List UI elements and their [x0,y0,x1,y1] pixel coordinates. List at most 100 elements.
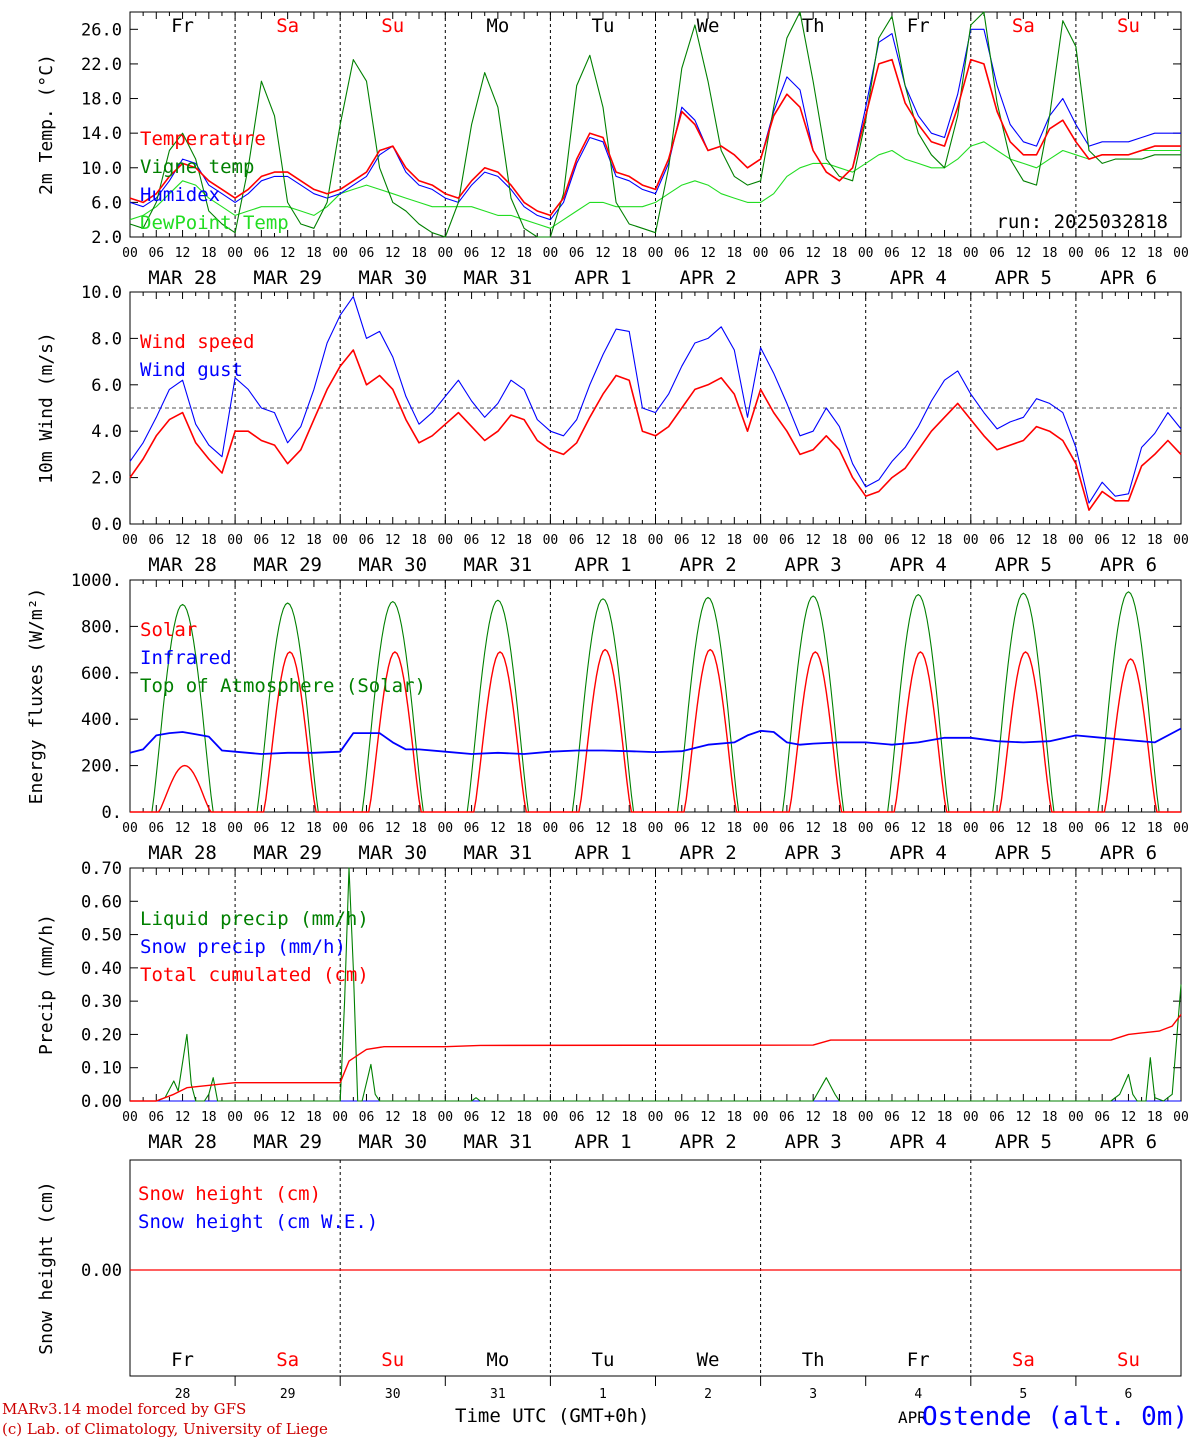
x-hour-tick: 18 [516,533,532,548]
x-hour-tick: 18 [201,821,217,836]
x-date-label: APR 3 [785,267,842,289]
y-tick-label: 1000. [71,571,122,591]
x-hour-tick: 06 [464,246,480,261]
x-hour-tick: 00 [227,821,243,836]
x-hour-tick: 00 [648,533,664,548]
x-date-label: APR 5 [995,1131,1052,1153]
x-hour-tick: 18 [832,1110,848,1125]
x-hour-tick: 06 [989,821,1005,836]
x-hour-tick: 06 [674,246,690,261]
x-date-label: APR 1 [574,1131,631,1153]
x-hour-tick: 06 [1094,1110,1110,1125]
x-hour-tick: 18 [1042,1110,1058,1125]
x-hour-tick: 18 [726,821,742,836]
x-hour-tick: 06 [148,1110,164,1125]
x-hour-tick: 00 [753,821,769,836]
x-hour-tick: 00 [437,821,453,836]
x-date-label: MAR 29 [253,267,322,289]
day-name-label: Tu [592,15,615,37]
x-date-label: APR 4 [890,1131,947,1153]
x-hour-tick: 06 [569,821,585,836]
series-line-solar [130,648,1181,813]
x-hour-tick: 00 [1173,533,1189,548]
day-number-label: 6 [1125,1387,1133,1402]
y-tick-label: 800. [81,617,122,637]
day-name-label: Fr [907,1349,930,1371]
x-date-label: MAR 29 [253,1131,322,1153]
y-tick-label: 0.00 [81,1261,122,1281]
day-number-label: 2 [704,1387,712,1402]
x-hour-tick: 06 [569,1110,585,1125]
x-hour-tick: 12 [490,533,506,548]
x-hour-tick: 00 [1173,821,1189,836]
x-hour-tick: 18 [306,821,322,836]
day-name-label: Th [802,15,825,37]
x-hour-tick: 06 [464,1110,480,1125]
legend-precip-2: Total cumulated (cm) [140,964,369,986]
x-date-label: MAR 31 [464,554,533,576]
y-tick-label: 0.0 [91,515,122,535]
x-hour-tick: 12 [700,1110,716,1125]
x-hour-tick: 00 [858,821,874,836]
x-hour-tick: 12 [280,821,296,836]
x-hour-tick: 12 [1016,1110,1032,1125]
legend-temp-1: Vigne temp [140,156,254,178]
x-axis-label: Time UTC (GMT+0h) [455,1405,650,1427]
x-hour-tick: 00 [963,533,979,548]
x-hour-tick: 06 [148,246,164,261]
x-hour-tick: 06 [779,533,795,548]
x-hour-tick: 00 [543,533,559,548]
x-hour-tick: 18 [201,246,217,261]
y-axis-title: Energy fluxes (W/m²) [26,588,47,805]
x-hour-tick: 12 [805,533,821,548]
x-hour-tick: 12 [700,821,716,836]
day-name-label: Sa [1012,1349,1035,1371]
x-hour-tick: 06 [989,1110,1005,1125]
y-axis-title: 10m Wind (m/s) [36,332,57,484]
station-label: Ostende (alt. 0m) [922,1402,1189,1432]
x-hour-tick: 00 [332,821,348,836]
x-hour-tick: 06 [254,1110,270,1125]
x-hour-tick: 18 [726,1110,742,1125]
y-tick-label: 26.0 [81,20,122,40]
y-tick-label: 10.0 [81,159,122,179]
x-hour-tick: 12 [805,1110,821,1125]
x-hour-tick: 12 [1016,821,1032,836]
y-tick-label: 400. [81,710,122,730]
x-date-label: MAR 29 [253,842,322,864]
y-tick-label: 8.0 [91,329,122,349]
x-hour-tick: 06 [989,246,1005,261]
x-hour-tick: 00 [963,1110,979,1125]
x-hour-tick: 12 [385,821,401,836]
series-line-wind-speed [129,349,1182,511]
y-tick-label: 14.0 [81,124,122,144]
y-tick-label: 4.0 [91,422,122,442]
x-hour-tick: 00 [227,246,243,261]
x-hour-tick: 00 [648,246,664,261]
x-hour-tick: 12 [385,246,401,261]
x-hour-tick: 00 [753,246,769,261]
x-hour-tick: 12 [175,821,191,836]
x-hour-tick: 06 [359,821,375,836]
y-tick-label: 0.70 [81,859,122,879]
x-hour-tick: 18 [621,246,637,261]
x-date-label: APR 3 [785,554,842,576]
x-date-label: APR 3 [785,842,842,864]
x-hour-tick: 06 [884,533,900,548]
y-tick-label: 22.0 [81,55,122,75]
x-hour-tick: 18 [1042,533,1058,548]
x-hour-tick: 18 [1147,246,1163,261]
x-hour-tick: 12 [280,1110,296,1125]
series-line-dewpoint-temp [129,141,1181,229]
x-hour-tick: 06 [148,821,164,836]
x-hour-tick: 06 [884,246,900,261]
x-date-label: MAR 30 [358,554,427,576]
series-line-vigne-temp [129,11,1181,238]
y-axis-title: Precip (mm/h) [36,914,57,1055]
x-date-label: APR 3 [785,1131,842,1153]
x-hour-tick: 00 [963,246,979,261]
x-hour-tick: 00 [1068,821,1084,836]
day-name-label: Sa [276,1349,299,1371]
x-hour-tick: 12 [595,1110,611,1125]
